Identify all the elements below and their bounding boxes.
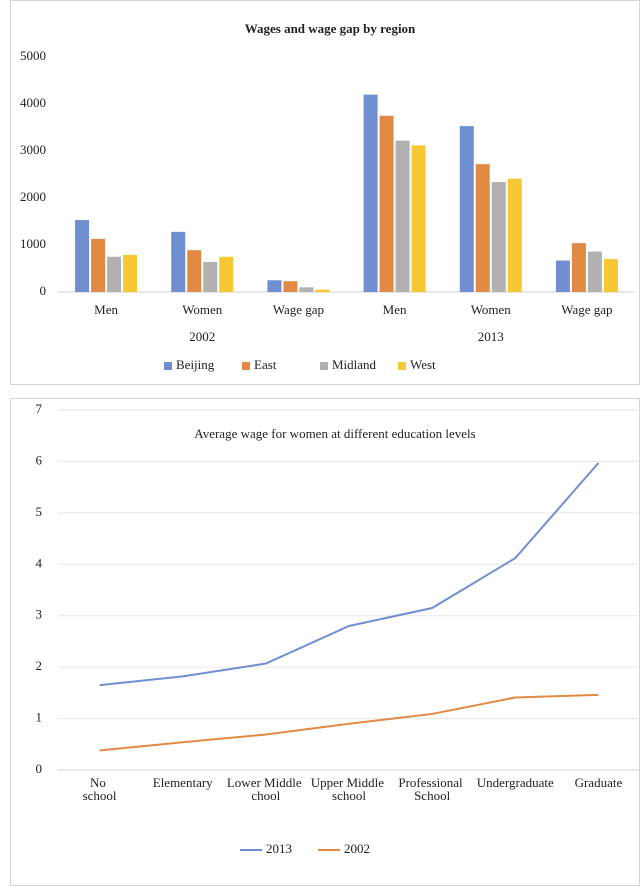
bar <box>379 115 394 292</box>
x-tick-label: Lower Middle chool <box>227 775 305 803</box>
y-tick-label: 3 <box>36 607 43 622</box>
y-tick-label: 7 <box>36 401 43 416</box>
line <box>99 693 599 752</box>
bar <box>219 256 234 292</box>
x-tick-label: Graduate <box>575 775 623 790</box>
bar <box>491 182 506 292</box>
y-tick-label: 5 <box>36 504 43 519</box>
group-label: 2002 <box>189 329 215 344</box>
bar <box>395 140 410 292</box>
bar <box>411 145 426 292</box>
legend-swatch <box>320 362 328 370</box>
x-tick-label: Elementary <box>153 775 213 790</box>
legend-swatch <box>398 362 406 370</box>
legend-label: West <box>410 357 436 372</box>
x-tick-label: Women <box>182 302 223 317</box>
legend-swatch <box>164 362 172 370</box>
bar <box>299 287 314 292</box>
x-tick-label: Men <box>94 302 118 317</box>
chart-title: Wages and wage gap by region <box>245 21 416 36</box>
legend-label: East <box>254 357 277 372</box>
bar <box>603 259 618 292</box>
bar <box>507 178 522 292</box>
bar <box>555 260 570 292</box>
y-tick-label: 6 <box>36 452 43 467</box>
x-tick-label: Women <box>471 302 512 317</box>
chart-frame <box>10 398 640 886</box>
chart-title: Average wage for women at different educ… <box>194 426 475 441</box>
legend-label: 2013 <box>266 841 292 856</box>
bar <box>123 254 138 292</box>
y-tick-label: 1000 <box>20 236 46 251</box>
bar <box>267 280 282 292</box>
x-tick-label: Undergraduate <box>477 775 554 790</box>
bar <box>91 238 106 292</box>
chart-frame <box>10 0 640 385</box>
x-tick-label: Wage gap <box>561 302 612 317</box>
y-tick-label: 3000 <box>20 142 46 157</box>
x-tick-label: Professional School <box>398 775 466 803</box>
legend-swatch <box>242 362 250 370</box>
group-label: 2013 <box>478 329 504 344</box>
bar <box>283 281 298 292</box>
bar <box>187 250 202 292</box>
y-tick-label: 2000 <box>20 189 46 204</box>
bar <box>107 256 122 292</box>
bar <box>203 261 218 292</box>
y-tick-label: 2 <box>36 658 43 673</box>
bar <box>459 126 474 292</box>
legend-label: Beijing <box>176 357 215 372</box>
y-tick-label: 5000 <box>20 48 46 63</box>
bar <box>571 243 586 292</box>
y-tick-label: 1 <box>36 710 43 725</box>
legend-label: Midland <box>332 357 377 372</box>
y-tick-label: 4000 <box>20 95 46 110</box>
bar <box>315 289 330 292</box>
y-tick-label: 0 <box>36 761 43 776</box>
x-tick-label: Men <box>383 302 407 317</box>
bar <box>475 164 490 292</box>
y-tick-label: 4 <box>36 555 43 570</box>
x-tick-label: No school <box>83 775 117 803</box>
y-tick-label: 0 <box>40 283 47 298</box>
line <box>99 462 600 687</box>
x-tick-label: Wage gap <box>273 302 324 317</box>
bar <box>171 231 186 292</box>
legend-label: 2002 <box>344 841 370 856</box>
x-tick-label: Upper Middle school <box>311 775 388 803</box>
bar <box>75 220 90 292</box>
bar <box>363 94 378 292</box>
bar <box>587 251 602 292</box>
